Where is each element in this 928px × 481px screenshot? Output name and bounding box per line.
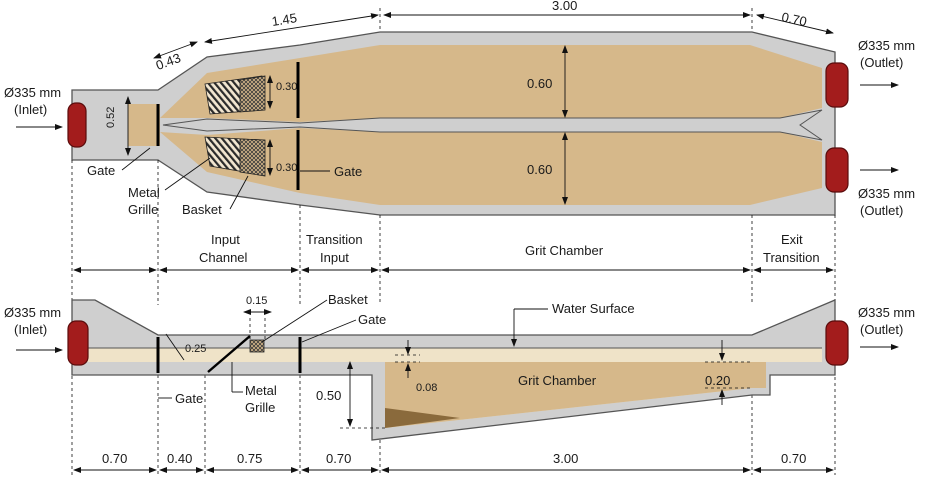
plan-basket-top (239, 75, 266, 113)
section-input-channel-1: Input (211, 232, 240, 247)
plan-dim-030-bottom: 0.30 (276, 162, 297, 174)
profile-inlet-label-1: Ø335 mm (4, 305, 61, 320)
bottom-dim-5: 3.00 (553, 451, 578, 466)
profile-dim-008: 0.08 (416, 382, 437, 394)
plan-dim-043: 0.43 (154, 50, 183, 73)
profile-dim-025: 0.25 (185, 343, 206, 355)
profile-basket-label: Basket (328, 292, 368, 307)
plan-outlet-pipe-bottom (825, 147, 849, 193)
profile-water-surface-label: Water Surface (552, 301, 635, 316)
plan-lower-channel (160, 128, 822, 205)
section-labels: Input Channel Transition Input Grit Cham… (73, 232, 834, 273)
section-transition-input-2: Input (320, 250, 349, 265)
plan-dim-060-bottom: 0.60 (527, 162, 552, 177)
bottom-dimension-chain: 0.70 0.40 0.75 0.70 3.00 0.70 (73, 451, 834, 473)
plan-dim-052: 0.52 (105, 107, 117, 128)
plan-upper-channel (160, 45, 822, 122)
plan-metal-grille-1: Metal (128, 185, 160, 200)
section-input-channel-2: Channel (199, 250, 248, 265)
plan-metal-grille-2: Grille (128, 202, 158, 217)
section-transition-input-1: Transition (306, 232, 363, 247)
profile-gate-bottom-label: Gate (175, 391, 203, 406)
profile-dim-020: 0.20 (705, 373, 730, 388)
profile-inlet-label-2: (Inlet) (14, 322, 47, 337)
plan-outlet-top-label-1: Ø335 mm (858, 38, 915, 53)
bottom-dim-6: 0.70 (781, 451, 806, 466)
bottom-dim-2: 0.40 (167, 451, 192, 466)
bottom-dim-3: 0.75 (237, 451, 262, 466)
profile-grille (207, 335, 251, 373)
plan-outlet-bottom-label-1: Ø335 mm (858, 186, 915, 201)
plan-dim-060-top: 0.60 (527, 76, 552, 91)
plan-gate-left-label: Gate (87, 163, 115, 178)
plan-dim-145: 1.45 (271, 10, 298, 29)
plan-basket-label: Basket (182, 202, 222, 217)
bottom-dim-1: 0.70 (102, 451, 127, 466)
section-exit-transition-1: Exit (781, 232, 803, 247)
plan-gate-right-label: Gate (334, 164, 362, 179)
profile-gate-top-label: Gate (358, 312, 386, 327)
profile-inlet-pipe (67, 320, 89, 366)
profile-grit-chamber (385, 362, 766, 428)
plan-outlet-top-label-2: (Outlet) (860, 55, 903, 70)
profile-metal-grille-2: Grille (245, 400, 275, 415)
section-exit-transition-2: Transition (763, 250, 820, 265)
plan-dim-300: 3.00 (552, 0, 577, 13)
plan-outlet-bottom-label-2: (Outlet) (860, 203, 903, 218)
profile-grit-chamber-label: Grit Chamber (518, 373, 597, 388)
plan-dim-070: 0.70 (780, 9, 808, 29)
profile-outlet-label-2: (Outlet) (860, 322, 903, 337)
profile-sediment (385, 408, 460, 428)
plan-basket-bottom (239, 138, 266, 177)
plan-inlet-channel (128, 104, 160, 146)
section-grit-chamber: Grit Chamber (525, 243, 604, 258)
plan-inlet-pipe (67, 102, 87, 148)
plan-inlet-label-1: Ø335 mm (4, 85, 61, 100)
profile-outlet-label-1: Ø335 mm (858, 305, 915, 320)
profile-basket (249, 339, 265, 353)
plan-dim-030-top: 0.30 (276, 81, 297, 93)
profile-dim-050: 0.50 (316, 388, 341, 403)
plan-center-wedge (162, 109, 823, 141)
profile-dim-015: 0.15 (246, 295, 267, 307)
plan-view: 0.52 0.30 0.30 0.60 0.60 0.43 1.45 3.00 … (4, 0, 915, 218)
profile-outlet-pipe (825, 320, 849, 366)
plan-inlet-label-2: (Inlet) (14, 102, 47, 117)
plan-outlet-pipe-top (825, 62, 849, 108)
profile-metal-grille-1: Metal (245, 383, 277, 398)
profile-view: 0.15 0.25 0.08 Grit Chamber 0.20 0.50 Ø3… (4, 292, 915, 441)
bottom-dim-4: 0.70 (326, 451, 351, 466)
